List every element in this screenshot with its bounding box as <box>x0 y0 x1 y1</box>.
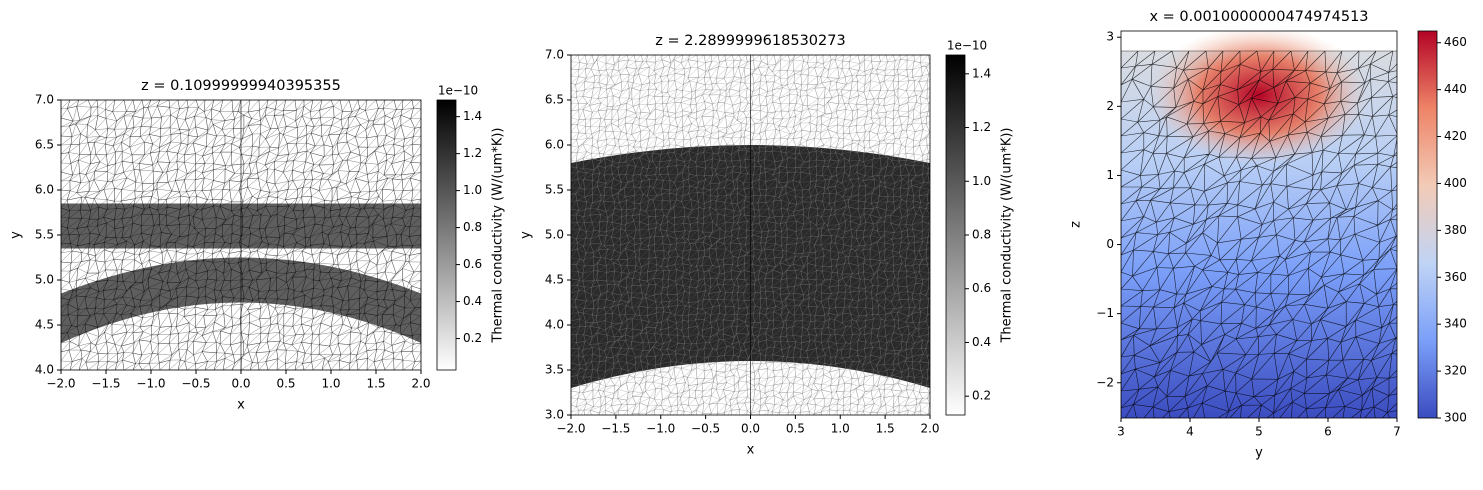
colorbar-tick-label: 0.6 <box>463 257 482 271</box>
plot-area <box>61 100 421 370</box>
x-tick-label: 7 <box>1393 425 1401 439</box>
x-tick-label: 0.0 <box>231 377 250 391</box>
colorbar-tick-label: 460 <box>1444 35 1467 49</box>
colorbar-tick-label: 440 <box>1444 82 1467 96</box>
colorbar-tick-label: 0.6 <box>972 281 991 295</box>
x-tick-label: 1.0 <box>831 422 850 436</box>
y-tick-label: 3.0 <box>545 408 564 422</box>
colorbar-tick-label: 0.2 <box>972 389 991 403</box>
y-axis-label: y <box>519 231 534 239</box>
chart-title: z = 2.2899999618530273 <box>655 33 845 49</box>
colorbar-label: Thermal conductivity (W/(um*K)) <box>491 127 506 343</box>
y-tick-label: 5.5 <box>545 183 564 197</box>
x-axis-label: x <box>747 443 755 458</box>
y-tick-label: 2 <box>1106 99 1114 113</box>
y-tick-label: 0 <box>1106 237 1114 251</box>
colorbar-offset: 1e−10 <box>438 84 478 98</box>
plot-area <box>571 55 930 415</box>
x-tick-label: 3 <box>1117 425 1125 439</box>
y-tick-label: −1 <box>1096 306 1114 320</box>
colorbar-tick-label: 0.4 <box>463 294 482 308</box>
colorbar-tick-label: 380 <box>1444 223 1467 237</box>
x-tick-label: 1.5 <box>366 377 385 391</box>
colorbar-tick-label: 0.8 <box>463 220 482 234</box>
mesh <box>61 100 421 370</box>
y-tick-label: 6.0 <box>545 138 564 152</box>
x-tick-label: 0.0 <box>741 422 760 436</box>
x-tick-label: 1.5 <box>876 422 895 436</box>
x-tick-label: 5 <box>1255 425 1263 439</box>
plot-area <box>1121 31 1397 418</box>
x-tick-label: −1.0 <box>136 377 165 391</box>
colorbar <box>945 54 966 416</box>
y-tick-label: 5.5 <box>35 228 54 242</box>
y-tick-label: 4.5 <box>35 318 54 332</box>
y-axis-label: z <box>1069 221 1084 228</box>
colorbar-offset: 1e−10 <box>947 39 987 53</box>
colorbar-tick-label: 400 <box>1444 176 1467 190</box>
hot-spot <box>1149 31 1369 165</box>
x-axis-label: x <box>237 398 245 413</box>
x-tick-label: −1.5 <box>91 377 120 391</box>
y-tick-label: 5.0 <box>545 228 564 242</box>
chart-title: x = 0.0010000000474974513 <box>1149 9 1368 25</box>
x-axis-label: y <box>1255 446 1263 461</box>
colorbar-tick-label: 340 <box>1444 317 1467 331</box>
x-tick-label: 2.0 <box>920 422 939 436</box>
y-tick-label: −2 <box>1096 375 1114 389</box>
y-tick-label: 6.5 <box>545 93 564 107</box>
x-tick-label: −1.0 <box>646 422 675 436</box>
colorbar-tick-label: 300 <box>1444 411 1467 425</box>
colorbar-tick-label: 1.0 <box>972 174 991 188</box>
y-axis-label: y <box>9 231 24 239</box>
x-tick-label: 1.0 <box>321 377 340 391</box>
colorbar-tick-label: 0.8 <box>972 228 991 242</box>
y-tick-label: 5.0 <box>35 273 54 287</box>
x-tick-label: −0.5 <box>691 422 720 436</box>
y-tick-label: 4.0 <box>35 363 54 377</box>
colorbar-tick-label: 420 <box>1444 129 1467 143</box>
mesh <box>571 55 930 415</box>
colorbar-tick-label: 360 <box>1444 270 1467 284</box>
colorbar-tick-label: 1.2 <box>972 120 991 134</box>
colorbar-label: Thermal conductivity (W/(um*K)) <box>1000 127 1015 343</box>
y-tick-label: 3 <box>1106 30 1114 44</box>
y-tick-label: 7.0 <box>545 48 564 62</box>
x-tick-label: −1.5 <box>601 422 630 436</box>
x-tick-label: 2.0 <box>411 377 430 391</box>
y-tick-label: 4.5 <box>545 273 564 287</box>
colorbar <box>436 99 457 371</box>
y-tick-label: 3.5 <box>545 363 564 377</box>
x-tick-label: 0.5 <box>786 422 805 436</box>
chart-title: z = 0.10999999940395355 <box>141 78 341 94</box>
colorbar-tick-label: 320 <box>1444 364 1467 378</box>
y-tick-label: 6.0 <box>35 183 54 197</box>
y-tick-label: 4.0 <box>545 318 564 332</box>
mesh <box>1121 50 1397 418</box>
x-tick-label: −2.0 <box>46 377 75 391</box>
y-tick-label: 1 <box>1106 168 1114 182</box>
y-tick-label: 7.0 <box>35 93 54 107</box>
colorbar-tick-label: 1.4 <box>463 109 482 123</box>
y-tick-label: 6.5 <box>35 138 54 152</box>
x-tick-label: 6 <box>1324 425 1332 439</box>
colorbar-tick-label: 1.2 <box>463 146 482 160</box>
colorbar-tick-label: 0.4 <box>972 335 991 349</box>
colorbar-tick-label: 1.4 <box>972 66 991 80</box>
colorbar <box>1417 30 1438 419</box>
colorbar-tick-label: 1.0 <box>463 183 482 197</box>
colorbar-tick-label: 0.2 <box>463 331 482 345</box>
x-tick-label: −2.0 <box>556 422 585 436</box>
x-tick-label: 4 <box>1186 425 1194 439</box>
x-tick-label: −0.5 <box>181 377 210 391</box>
x-tick-label: 0.5 <box>276 377 295 391</box>
